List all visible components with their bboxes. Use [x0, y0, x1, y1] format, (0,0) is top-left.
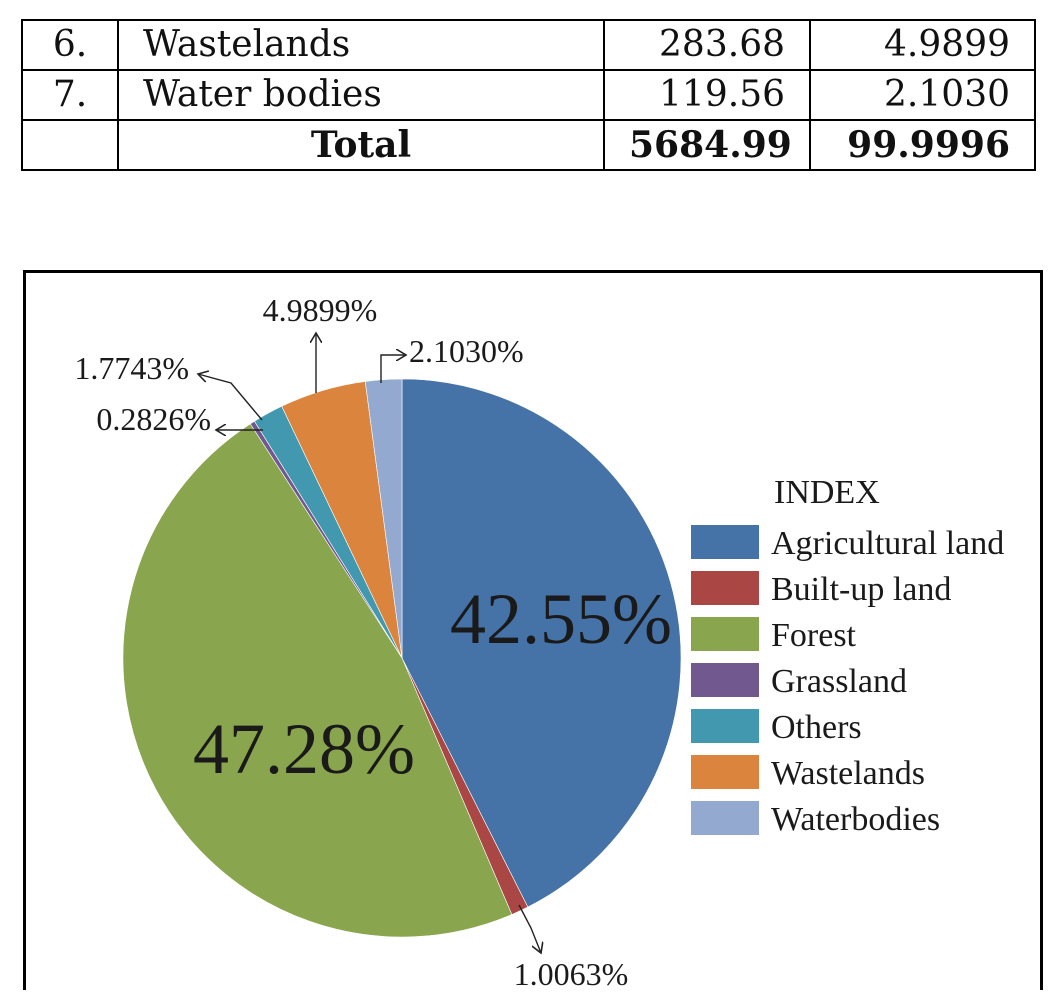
- area-value: 283.68: [603, 19, 811, 71]
- pie-slice-forest: [122, 423, 513, 938]
- legend-swatch-built-up-land: [691, 571, 759, 605]
- table-row: 6. Wastelands 283.68 4.9899: [21, 19, 1036, 71]
- percent-value: 2.1030: [809, 69, 1036, 121]
- area-value: 119.56: [603, 69, 811, 121]
- legend-label-others: Others: [771, 709, 862, 746]
- total-percent: 99.9996: [809, 119, 1036, 171]
- data-label-wastelands: 4.9899%: [263, 292, 378, 328]
- data-label-forest: 47.28%: [193, 709, 415, 789]
- total-label: Total: [117, 119, 605, 171]
- legend-swatch-agricultural-land: [691, 525, 759, 559]
- callout-arrow-others: [198, 374, 263, 421]
- legend-swatch-grassland: [691, 663, 759, 697]
- data-label-grassland: 0.2826%: [96, 401, 211, 437]
- legend-swatch-forest: [691, 617, 759, 651]
- land-use-table: 6. Wastelands 283.68 4.9899 7. Water bod…: [21, 19, 1036, 171]
- legend-title: INDEX: [774, 474, 880, 511]
- table-total-row: Total 5684.99 99.9996: [21, 119, 1036, 171]
- pie-slice-agricultural-land: [401, 378, 682, 908]
- callout-arrow-built-up-land: [518, 904, 541, 953]
- legend-label-waterbodies: Waterbodies: [771, 801, 940, 838]
- row-number: 6.: [21, 19, 119, 71]
- legend-swatch-others: [691, 709, 759, 743]
- pie-slice-waterbodies: [364, 378, 403, 659]
- legend-swatch-wastelands: [691, 755, 759, 789]
- table-row: 7. Water bodies 119.56 2.1030: [21, 69, 1036, 121]
- empty-cell: [21, 119, 119, 171]
- legend-label-built-up-land: Built-up land: [771, 571, 951, 608]
- data-label-waterbodies: 2.1030%: [409, 333, 524, 369]
- pie-chart-frame: 42.55% 1.0063% 47.28% 0.2826% 1.7743% 4.9899%…: [23, 270, 1043, 992]
- data-label-built-up-land: 1.0063%: [514, 956, 629, 992]
- callout-arrow-waterbodies: [380, 355, 406, 383]
- data-label-others: 1.7743%: [74, 350, 189, 386]
- legend-label-wastelands: Wastelands: [771, 755, 925, 792]
- data-label-agricultural-land: 42.55%: [450, 579, 672, 659]
- row-number: 7.: [21, 69, 119, 121]
- legend-label-grassland: Grassland: [771, 663, 907, 700]
- total-area: 5684.99: [603, 119, 811, 171]
- percent-value: 4.9899: [809, 19, 1036, 71]
- pie-chart: 42.55% 1.0063% 47.28% 0.2826% 1.7743% 4.9899%…: [74, 292, 1004, 992]
- land-class-name: Wastelands: [117, 19, 605, 71]
- land-class-name: Water bodies: [117, 69, 605, 121]
- legend-swatch-waterbodies: [691, 801, 759, 835]
- legend-label-forest: Forest: [771, 617, 857, 654]
- legend-label-agricultural-land: Agricultural land: [771, 525, 1004, 562]
